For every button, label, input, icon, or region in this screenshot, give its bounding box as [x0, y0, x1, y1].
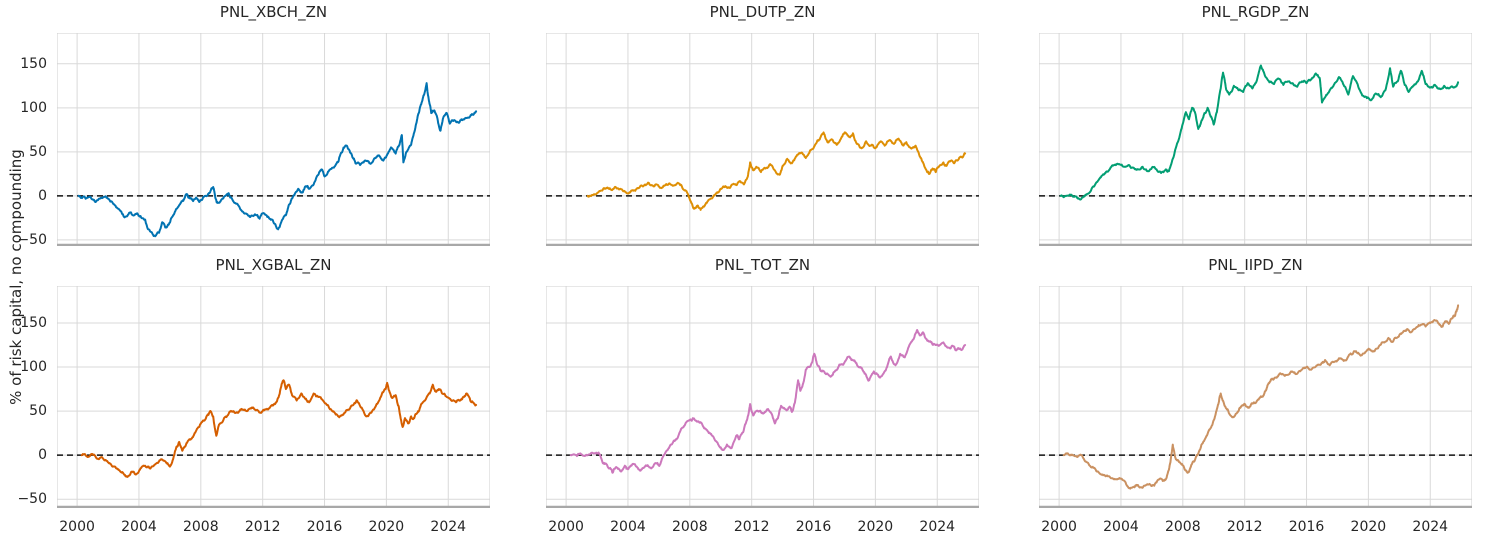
- x-tick-label: 2008: [1164, 519, 1201, 535]
- x-tick-label: 2016: [795, 519, 832, 535]
- subplot-pnl-dutp-zn: [546, 33, 979, 246]
- subplot-title-pnl-iipd-zn: PNL_IIPD_ZN: [1208, 256, 1303, 274]
- x-tick-label: 2004: [610, 519, 646, 535]
- subplot-pnl-tot-zn: 2000 2004 2008 2012 2016 2020 2024: [546, 286, 979, 535]
- x-tick-label: 2004: [1103, 519, 1139, 535]
- subplot-title-pnl-dutp-zn: PNL_DUTP_ZN: [709, 3, 816, 21]
- subplot-pnl-rgdp-zn: [1039, 33, 1472, 246]
- x-tick-label: 2000: [1041, 519, 1077, 535]
- x-tick-label: 2008: [182, 519, 219, 535]
- subplot-pnl-xbch-zn: 150 100 50 0 −50: [17, 33, 490, 248]
- y-tick-label: 100: [20, 359, 47, 376]
- subplot-pnl-iipd-zn: 2000 2004 2008 2012 2016 2020 2024: [1039, 286, 1472, 535]
- x-tick-label: 2020: [368, 519, 405, 535]
- plot-area: [1039, 33, 1472, 246]
- plot-area: [1039, 286, 1472, 508]
- y-tick-label: 0: [38, 447, 47, 464]
- series-line-pnl_xbch_zn: [77, 82, 478, 238]
- x-tick-label: 2012: [244, 519, 281, 535]
- y-tick-label: 150: [20, 55, 47, 72]
- x-tick-label: 2024: [919, 519, 956, 535]
- x-tick-label: 2020: [1350, 519, 1387, 535]
- y-tick-label: 50: [29, 403, 47, 420]
- y-tick-label: 0: [38, 187, 47, 204]
- subplot-title-pnl-rgdp-zn: PNL_RGDP_ZN: [1201, 3, 1310, 21]
- series-line-pnl_xgbal_zn: [80, 379, 478, 478]
- x-tick-label: 2004: [121, 519, 157, 535]
- plot-area: [546, 286, 979, 508]
- series-line-pnl_rgdp_zn: [1059, 64, 1460, 201]
- series-line-pnl_iipd_zn: [1062, 304, 1460, 490]
- y-tick-label: 50: [29, 143, 47, 160]
- x-tick-label: 2012: [733, 519, 770, 535]
- subplot-pnl-xgbal-zn: 150 100 50 0 −50 2000 2004 2008 2012 2016 2020 2024: [17, 286, 490, 535]
- series-line-pnl_tot_zn: [569, 329, 967, 474]
- x-tick-label: 2020: [857, 519, 894, 535]
- x-tick-label: 2000: [59, 519, 95, 535]
- y-tick-label: 100: [20, 99, 47, 116]
- y-tick-label: −50: [17, 231, 47, 248]
- plot-area: [57, 33, 490, 246]
- plot-area: [546, 33, 979, 246]
- y-tick-label: −50: [17, 491, 47, 508]
- x-tick-label: 2016: [306, 519, 343, 535]
- plot-area: [57, 286, 490, 508]
- x-tick-label: 2016: [1288, 519, 1325, 535]
- y-tick-label: 150: [20, 315, 47, 331]
- x-tick-label: 2000: [548, 519, 584, 535]
- subplot-title-pnl-tot-zn: PNL_TOT_ZN: [714, 256, 811, 274]
- subplot-title-pnl-xbch-zn: PNL_XBCH_ZN: [219, 3, 328, 21]
- x-tick-label: 2008: [671, 519, 708, 535]
- x-tick-label: 2024: [430, 519, 467, 535]
- series-line-pnl_dutp_zn: [586, 131, 967, 211]
- x-tick-label: 2024: [1412, 519, 1449, 535]
- x-tick-label: 2012: [1226, 519, 1263, 535]
- subplot-title-pnl-xgbal-zn: PNL_XGBAL_ZN: [215, 256, 332, 274]
